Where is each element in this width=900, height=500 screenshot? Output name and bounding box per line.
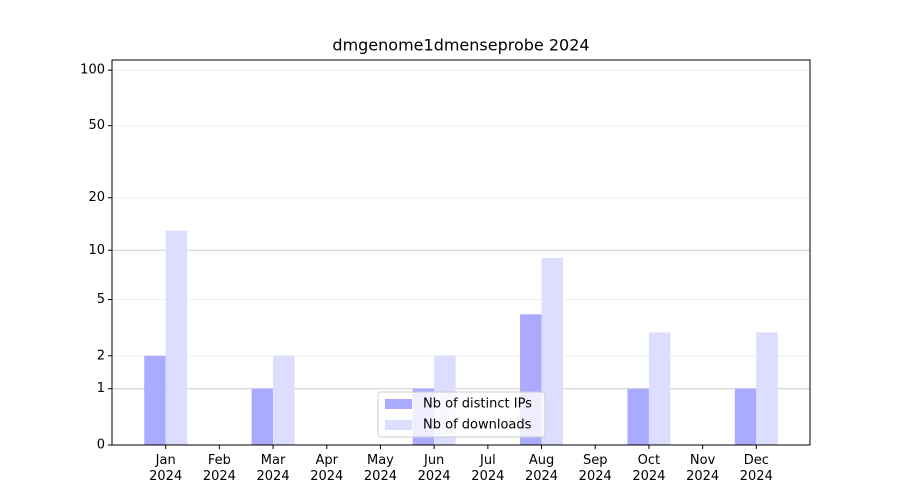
bar	[648, 332, 671, 445]
y-tick-label: 5	[97, 292, 105, 307]
x-tick-label: Jun 2024	[417, 453, 451, 484]
legend-swatch	[385, 399, 412, 409]
x-tick-label: Mar 2024	[256, 453, 290, 484]
y-tick-label: 100	[80, 63, 105, 78]
bar	[165, 230, 188, 445]
x-tick-label: Apr 2024	[310, 453, 344, 484]
y-tick-label: 20	[88, 190, 105, 205]
bar	[541, 257, 564, 445]
y-tick-label: 1	[97, 381, 105, 396]
legend	[377, 391, 546, 438]
plot-frame	[111, 59, 811, 446]
bar	[627, 388, 649, 445]
x-tick-label: Oct 2024	[632, 453, 666, 484]
legend-label: Nb of distinct IPs	[423, 397, 532, 412]
y-tick-label: 2	[97, 348, 105, 363]
bar	[273, 355, 295, 445]
bar	[144, 355, 166, 445]
bar	[734, 388, 757, 445]
y-tick-label: 50	[88, 118, 105, 133]
y-tick-label: 10	[88, 243, 105, 258]
x-tick-label: Jan 2024	[149, 453, 183, 484]
x-tick-label: Dec 2024	[739, 453, 773, 484]
x-tick-label: Nov 2024	[686, 453, 720, 484]
x-tick-label: Jul 2024	[471, 453, 505, 484]
x-tick-label: May 2024	[363, 453, 397, 484]
bar	[756, 332, 778, 445]
legend-label: Nb of downloads	[423, 418, 532, 433]
bar	[251, 388, 274, 445]
y-tick-label: 0	[97, 438, 105, 453]
chart-title: dmgenome1dmenseprobe 2024	[332, 36, 589, 55]
legend-swatch	[385, 420, 412, 430]
x-tick-label: Aug 2024	[524, 453, 559, 484]
x-tick-label: Sep 2024	[578, 453, 612, 484]
x-tick-label: Feb 2024	[202, 453, 236, 484]
